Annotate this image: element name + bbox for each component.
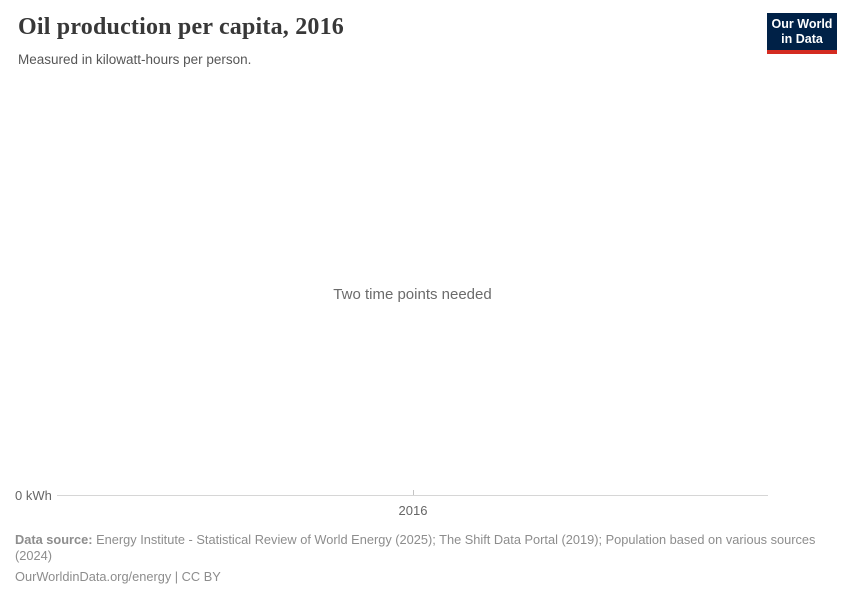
owid-logo-line2: in Data <box>781 32 823 46</box>
datasource-text: Energy Institute - Statistical Review of… <box>15 532 816 563</box>
x-axis-line <box>57 495 768 496</box>
x-axis-tick-mark <box>413 490 414 495</box>
owid-logo[interactable]: Our World in Data <box>767 13 837 54</box>
owid-logo-line1: Our World <box>771 17 833 31</box>
datasource-line[interactable]: Data source: Energy Institute - Statisti… <box>15 532 833 564</box>
license-link[interactable]: OurWorldinData.org/energy | CC BY <box>15 569 221 584</box>
x-axis-tick-label: 2016 <box>398 503 428 518</box>
chart-footer: Data source: Energy Institute - Statisti… <box>15 532 833 585</box>
chart-title: Oil production per capita, 2016 <box>18 14 345 40</box>
chart-subtitle: Measured in kilowatt-hours per person. <box>18 52 252 67</box>
y-axis-tick-label: 0 kWh <box>15 488 52 503</box>
datasource-label: Data source: <box>15 532 93 547</box>
plot-empty-message: Two time points needed <box>333 286 492 303</box>
